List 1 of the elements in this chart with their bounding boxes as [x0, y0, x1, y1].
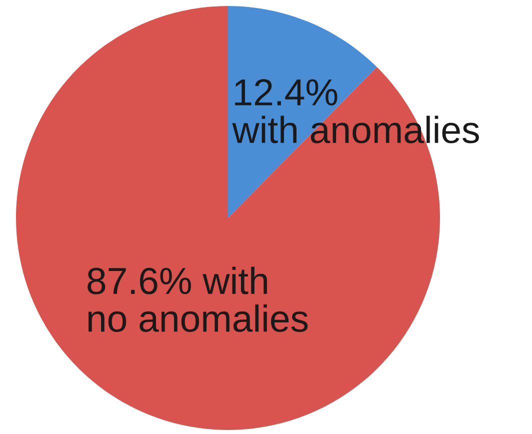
- slice-label: 87.6% with no anomalies: [88, 266, 308, 332]
